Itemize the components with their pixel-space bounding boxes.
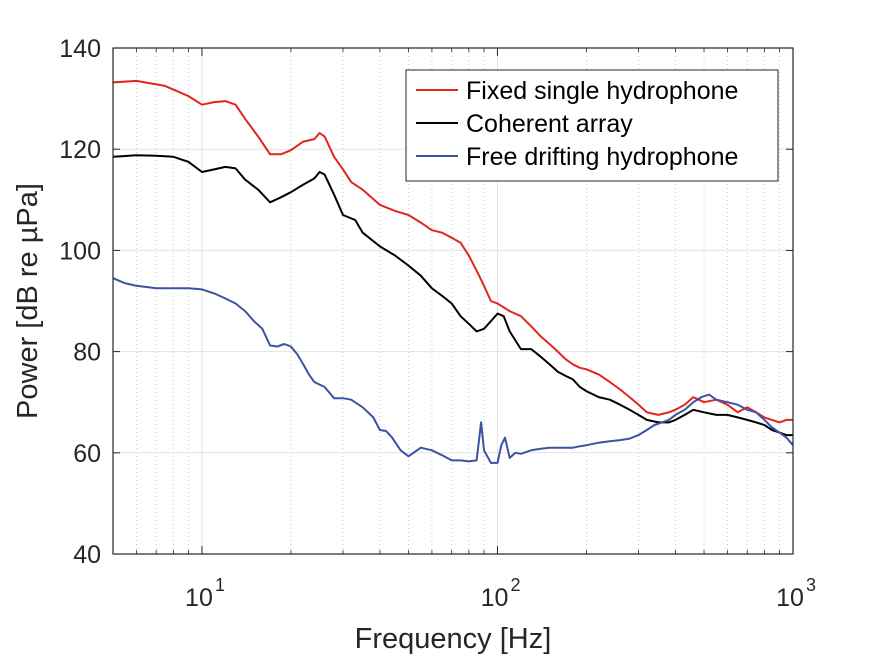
x-tick-label: 10 1 [185,575,225,612]
y-tick-label: 120 [59,136,101,164]
y-tick-labels: 40 60 80 100 120 140 [59,35,101,569]
x-tick-label: 10 3 [776,575,816,612]
y-tick-label: 100 [59,237,101,265]
x-tick-exponent: 1 [215,575,225,595]
legend-label: Free drifting hydrophone [466,143,738,171]
y-tick-label: 140 [59,35,101,63]
axis-ticks [113,47,793,555]
x-tick-base: 10 [776,584,804,612]
x-tick-labels: 10 1 10 2 10 3 [185,575,816,612]
legend: Fixed single hydrophone Coherent array Fre… [405,69,779,182]
y-axis-title: Power [dB re µPa] [12,183,44,419]
legend-box [405,69,779,182]
x-tick-label: 10 2 [481,575,521,612]
y-tick-label: 40 [73,541,101,569]
plot-frame [112,47,794,555]
y-tick-label: 80 [73,339,101,367]
x-tick-exponent: 2 [510,575,520,595]
series-line [112,277,794,464]
x-tick-exponent: 3 [806,575,816,595]
x-tick-base: 10 [481,584,509,612]
x-tick-base: 10 [185,584,213,612]
series-layer [112,79,794,464]
series-line [112,79,793,424]
y-tick-label: 60 [73,440,101,468]
legend-label: Fixed single hydrophone [466,77,738,105]
legend-label: Coherent array [466,110,633,138]
series-line [112,154,793,437]
x-axis-title: Frequency [Hz] [355,623,552,655]
